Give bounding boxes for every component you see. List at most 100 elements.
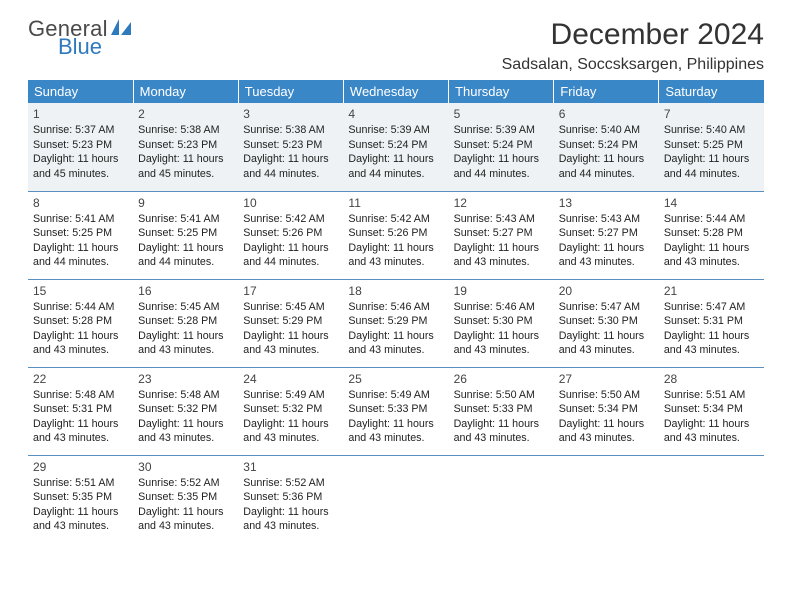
calendar-cell: 21Sunrise: 5:47 AMSunset: 5:31 PMDayligh… (659, 279, 764, 367)
day-number: 13 (559, 195, 654, 211)
sunrise-text: Sunrise: 5:46 AM (348, 300, 443, 314)
calendar-cell: 24Sunrise: 5:49 AMSunset: 5:32 PMDayligh… (238, 367, 343, 455)
weekday-header: Friday (554, 80, 659, 103)
sunset-text: Sunset: 5:34 PM (664, 402, 759, 416)
calendar-row: 1Sunrise: 5:37 AMSunset: 5:23 PMDaylight… (28, 103, 764, 191)
daylight-text: Daylight: 11 hours and 44 minutes. (33, 241, 128, 270)
day-number: 31 (243, 459, 338, 475)
sunrise-text: Sunrise: 5:44 AM (33, 300, 128, 314)
day-number: 25 (348, 371, 443, 387)
daylight-text: Daylight: 11 hours and 44 minutes. (454, 152, 549, 181)
daylight-text: Daylight: 11 hours and 44 minutes. (348, 152, 443, 181)
calendar-cell (659, 455, 764, 543)
day-number: 4 (348, 106, 443, 122)
sunrise-text: Sunrise: 5:44 AM (664, 212, 759, 226)
day-number: 19 (454, 283, 549, 299)
day-number: 16 (138, 283, 233, 299)
weekday-header: Tuesday (238, 80, 343, 103)
daylight-text: Daylight: 11 hours and 43 minutes. (559, 417, 654, 446)
sunset-text: Sunset: 5:36 PM (243, 490, 338, 504)
sunset-text: Sunset: 5:25 PM (664, 138, 759, 152)
sunset-text: Sunset: 5:35 PM (33, 490, 128, 504)
calendar-cell: 18Sunrise: 5:46 AMSunset: 5:29 PMDayligh… (343, 279, 448, 367)
calendar-cell: 31Sunrise: 5:52 AMSunset: 5:36 PMDayligh… (238, 455, 343, 543)
sunrise-text: Sunrise: 5:43 AM (454, 212, 549, 226)
sunrise-text: Sunrise: 5:38 AM (243, 123, 338, 137)
weekday-header: Thursday (449, 80, 554, 103)
sunset-text: Sunset: 5:27 PM (559, 226, 654, 240)
sunrise-text: Sunrise: 5:46 AM (454, 300, 549, 314)
title-block: December 2024 Sadsalan, Soccsksargen, Ph… (502, 18, 764, 74)
sunset-text: Sunset: 5:29 PM (348, 314, 443, 328)
day-number: 2 (138, 106, 233, 122)
calendar-cell: 1Sunrise: 5:37 AMSunset: 5:23 PMDaylight… (28, 103, 133, 191)
sunrise-text: Sunrise: 5:42 AM (348, 212, 443, 226)
daylight-text: Daylight: 11 hours and 43 minutes. (243, 505, 338, 534)
calendar-cell: 2Sunrise: 5:38 AMSunset: 5:23 PMDaylight… (133, 103, 238, 191)
sunset-text: Sunset: 5:25 PM (33, 226, 128, 240)
daylight-text: Daylight: 11 hours and 44 minutes. (664, 152, 759, 181)
sunset-text: Sunset: 5:33 PM (454, 402, 549, 416)
sunset-text: Sunset: 5:32 PM (138, 402, 233, 416)
sunrise-text: Sunrise: 5:47 AM (559, 300, 654, 314)
sunset-text: Sunset: 5:28 PM (33, 314, 128, 328)
daylight-text: Daylight: 11 hours and 43 minutes. (348, 329, 443, 358)
sunrise-text: Sunrise: 5:49 AM (243, 388, 338, 402)
sunrise-text: Sunrise: 5:37 AM (33, 123, 128, 137)
calendar-cell: 19Sunrise: 5:46 AMSunset: 5:30 PMDayligh… (449, 279, 554, 367)
sunrise-text: Sunrise: 5:48 AM (33, 388, 128, 402)
daylight-text: Daylight: 11 hours and 43 minutes. (454, 329, 549, 358)
sunrise-text: Sunrise: 5:52 AM (243, 476, 338, 490)
calendar-cell: 6Sunrise: 5:40 AMSunset: 5:24 PMDaylight… (554, 103, 659, 191)
calendar-cell: 26Sunrise: 5:50 AMSunset: 5:33 PMDayligh… (449, 367, 554, 455)
calendar-cell: 11Sunrise: 5:42 AMSunset: 5:26 PMDayligh… (343, 191, 448, 279)
sunrise-text: Sunrise: 5:38 AM (138, 123, 233, 137)
header: General Blue December 2024 Sadsalan, Soc… (28, 18, 764, 74)
calendar-cell: 23Sunrise: 5:48 AMSunset: 5:32 PMDayligh… (133, 367, 238, 455)
day-number: 9 (138, 195, 233, 211)
day-number: 10 (243, 195, 338, 211)
daylight-text: Daylight: 11 hours and 43 minutes. (243, 417, 338, 446)
sunrise-text: Sunrise: 5:39 AM (348, 123, 443, 137)
sunset-text: Sunset: 5:30 PM (559, 314, 654, 328)
sunrise-text: Sunrise: 5:48 AM (138, 388, 233, 402)
sunset-text: Sunset: 5:28 PM (138, 314, 233, 328)
sunrise-text: Sunrise: 5:43 AM (559, 212, 654, 226)
daylight-text: Daylight: 11 hours and 43 minutes. (138, 417, 233, 446)
calendar-cell: 10Sunrise: 5:42 AMSunset: 5:26 PMDayligh… (238, 191, 343, 279)
weekday-header: Monday (133, 80, 238, 103)
calendar-cell: 27Sunrise: 5:50 AMSunset: 5:34 PMDayligh… (554, 367, 659, 455)
day-number: 27 (559, 371, 654, 387)
logo: General Blue (28, 18, 132, 58)
weekday-header: Saturday (659, 80, 764, 103)
calendar-cell: 28Sunrise: 5:51 AMSunset: 5:34 PMDayligh… (659, 367, 764, 455)
sunset-text: Sunset: 5:24 PM (348, 138, 443, 152)
daylight-text: Daylight: 11 hours and 43 minutes. (559, 241, 654, 270)
daylight-text: Daylight: 11 hours and 43 minutes. (454, 241, 549, 270)
sunset-text: Sunset: 5:32 PM (243, 402, 338, 416)
calendar-cell: 14Sunrise: 5:44 AMSunset: 5:28 PMDayligh… (659, 191, 764, 279)
calendar-cell: 3Sunrise: 5:38 AMSunset: 5:23 PMDaylight… (238, 103, 343, 191)
day-number: 1 (33, 106, 128, 122)
sunset-text: Sunset: 5:26 PM (348, 226, 443, 240)
day-number: 29 (33, 459, 128, 475)
daylight-text: Daylight: 11 hours and 45 minutes. (33, 152, 128, 181)
calendar-table: Sunday Monday Tuesday Wednesday Thursday… (28, 80, 764, 543)
daylight-text: Daylight: 11 hours and 43 minutes. (33, 417, 128, 446)
weekday-header-row: Sunday Monday Tuesday Wednesday Thursday… (28, 80, 764, 103)
daylight-text: Daylight: 11 hours and 44 minutes. (243, 152, 338, 181)
sunrise-text: Sunrise: 5:51 AM (664, 388, 759, 402)
day-number: 3 (243, 106, 338, 122)
day-number: 12 (454, 195, 549, 211)
calendar-cell: 30Sunrise: 5:52 AMSunset: 5:35 PMDayligh… (133, 455, 238, 543)
daylight-text: Daylight: 11 hours and 43 minutes. (243, 329, 338, 358)
daylight-text: Daylight: 11 hours and 43 minutes. (664, 241, 759, 270)
sunset-text: Sunset: 5:29 PM (243, 314, 338, 328)
day-number: 30 (138, 459, 233, 475)
calendar-body: 1Sunrise: 5:37 AMSunset: 5:23 PMDaylight… (28, 103, 764, 543)
sunset-text: Sunset: 5:33 PM (348, 402, 443, 416)
daylight-text: Daylight: 11 hours and 43 minutes. (138, 505, 233, 534)
calendar-cell: 16Sunrise: 5:45 AMSunset: 5:28 PMDayligh… (133, 279, 238, 367)
day-number: 6 (559, 106, 654, 122)
calendar-row: 8Sunrise: 5:41 AMSunset: 5:25 PMDaylight… (28, 191, 764, 279)
